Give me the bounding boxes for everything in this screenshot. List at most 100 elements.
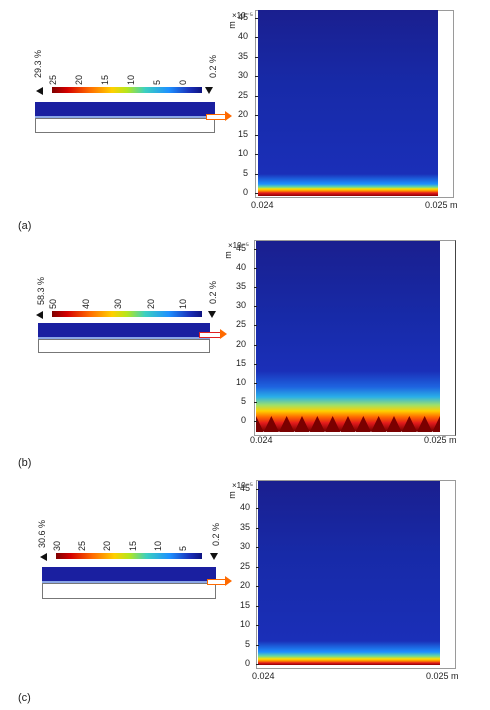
y-tick-mark	[255, 56, 258, 58]
colorbar	[52, 87, 202, 93]
y-tick-label: 10	[239, 619, 250, 630]
y-tick-label: 40	[237, 31, 248, 42]
y-tick-mark	[255, 173, 258, 175]
y-tick-label: 20	[239, 580, 250, 591]
y-tick-label: 0	[240, 415, 246, 425]
max-marker-icon	[36, 87, 43, 95]
y-tick-mark	[256, 605, 259, 607]
x-tick-left: 0.024	[251, 200, 274, 210]
y-tick-label: 20	[235, 338, 246, 349]
y-tick-mark	[255, 37, 258, 39]
y-tick-mark	[254, 421, 257, 422]
x-tick-right: 0.025 m	[424, 435, 457, 445]
y-unit: m	[226, 21, 237, 29]
y-tick-mark	[256, 527, 259, 529]
max-value-label: 58.3 %	[36, 276, 46, 305]
colorbar-tick-label: 20	[74, 74, 84, 85]
y-tick-mark	[256, 508, 259, 510]
model-interface	[35, 116, 215, 118]
y-tick-mark	[254, 382, 257, 384]
y-tick-label: 35	[237, 50, 248, 61]
max-marker-icon	[36, 311, 43, 319]
panel-c: 30.6 % 30 25 20 15 10 5 0.2 % ×10⁻⁵ m 45 40 35 3…	[0, 470, 490, 710]
colorbar-tick-label: 25	[48, 74, 58, 85]
model-substrate	[38, 339, 210, 353]
y-exponent: ×10⁻⁵	[232, 11, 254, 20]
colorbar-tick-label: 10	[152, 540, 163, 551]
y-tick-label: 5	[240, 395, 246, 406]
y-tick-label: 35	[235, 281, 246, 292]
colorbar-tick-label: 5	[178, 545, 188, 551]
colorbar-tick-label: 15	[100, 74, 110, 85]
x-tick-right: 0.025 m	[426, 671, 459, 681]
concentration-field	[258, 481, 440, 665]
y-tick-label: 5	[242, 167, 248, 178]
y-tick-mark	[256, 547, 259, 549]
colorbar-tick-label: 0	[178, 79, 188, 85]
min-marker-icon	[205, 87, 213, 94]
y-tick-mark	[254, 401, 257, 403]
colorbar	[56, 553, 202, 559]
panel-a: 29.3 % 25 20 15 10 5 0 0.2 % ×10⁻⁵ m 45 40 35 30…	[0, 0, 490, 235]
colorbar-tick-label: 25	[77, 540, 88, 551]
y-tick-label: 25	[239, 560, 250, 571]
y-tick-label: 30	[239, 541, 250, 552]
y-tick-mark	[256, 625, 259, 627]
colorbar-tick-label: 30	[52, 540, 62, 551]
colorbar-tick-label: 10	[178, 298, 188, 309]
y-tick-mark	[254, 325, 257, 327]
y-tick-label: 30	[235, 300, 246, 311]
max-marker-icon	[40, 553, 47, 561]
panel-label: (c)	[18, 692, 31, 704]
y-tick-label: 15	[237, 128, 248, 139]
y-tick-mark	[256, 586, 259, 588]
y-tick-label: 0	[242, 187, 248, 197]
y-tick-mark	[255, 115, 258, 117]
colorbar	[52, 311, 202, 317]
colorbar-tick-label: 40	[80, 298, 91, 309]
y-tick-label: 20	[237, 109, 248, 120]
y-tick-label: 10	[237, 148, 248, 159]
y-tick-mark	[255, 134, 258, 136]
y-tick-label: 25	[235, 319, 246, 330]
max-value-label: 30.6 %	[37, 519, 47, 548]
model-top-layer	[35, 102, 215, 116]
model-substrate	[35, 118, 215, 133]
x-tick-left: 0.024	[252, 671, 275, 681]
zoom-arrow-icon	[206, 111, 232, 121]
model-substrate	[42, 583, 216, 599]
y-tick-label: 35	[239, 521, 250, 532]
min-marker-icon	[210, 553, 218, 560]
y-tick-mark	[254, 344, 257, 346]
colorbar-tick-label: 20	[145, 298, 156, 309]
y-tick-mark	[256, 489, 259, 490]
y-tick-mark	[255, 193, 258, 194]
y-tick-mark	[255, 18, 258, 19]
y-tick-mark	[255, 76, 258, 78]
model-interface	[42, 581, 216, 583]
colorbar-tick-label: 10	[126, 74, 136, 85]
y-exponent: ×10⁻⁵	[228, 241, 250, 250]
max-value-label: 29.3 %	[33, 49, 43, 78]
y-tick-label: 30	[237, 70, 248, 81]
colorbar-tick-label: 5	[152, 79, 162, 85]
y-tick-label: 15	[239, 599, 250, 610]
y-tick-label: 15	[235, 357, 246, 368]
y-tick-mark	[255, 154, 258, 156]
y-tick-label: 45	[235, 243, 246, 253]
panel-label: (a)	[18, 220, 32, 232]
zoom-arrow-icon	[207, 576, 232, 586]
y-tick-label: 40	[239, 502, 250, 513]
y-tick-mark	[256, 566, 259, 568]
y-tick-label: 45	[239, 483, 250, 493]
zoom-arrow-icon	[199, 329, 227, 339]
y-tick-mark	[254, 306, 257, 308]
x-tick-left: 0.024	[250, 435, 273, 445]
concentration-field	[258, 10, 438, 196]
y-tick-mark	[254, 249, 257, 250]
model-interface	[38, 337, 210, 339]
y-tick-mark	[254, 268, 257, 270]
y-tick-label: 10	[235, 376, 246, 387]
colorbar-tick-label: 20	[102, 540, 113, 551]
concentration-field	[256, 241, 440, 431]
